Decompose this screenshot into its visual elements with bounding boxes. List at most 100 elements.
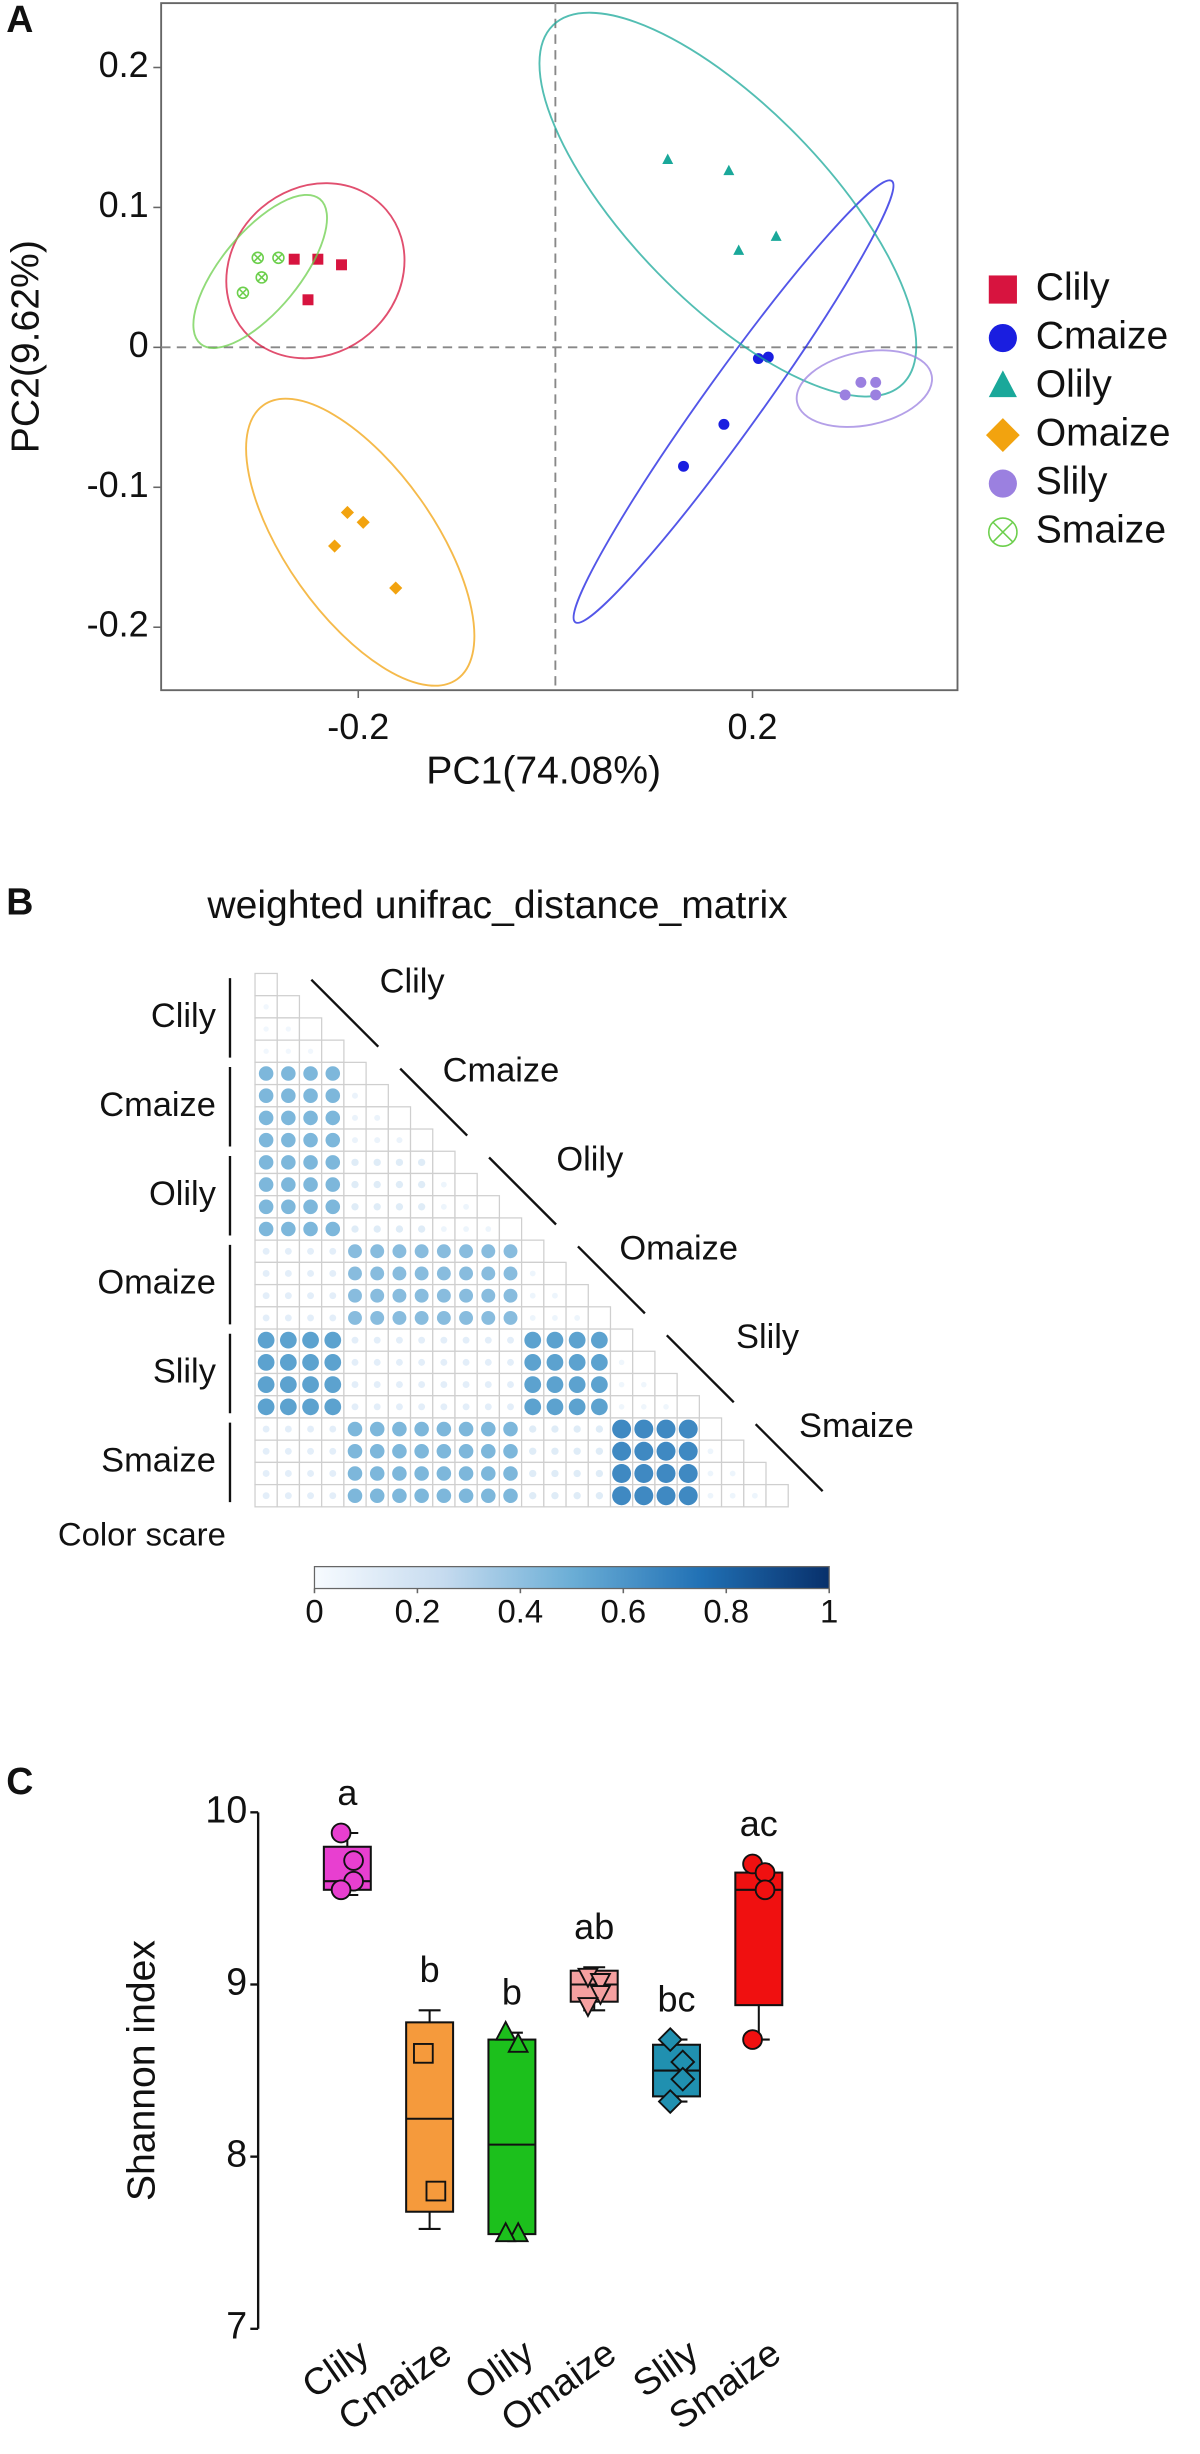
distance-dot bbox=[347, 1488, 363, 1503]
confidence-ellipse bbox=[192, 193, 328, 349]
panel-letter: A bbox=[6, 0, 33, 40]
distance-dot bbox=[302, 1331, 319, 1349]
distance-dot bbox=[414, 1288, 429, 1303]
matrix-cell bbox=[720, 1439, 745, 1464]
legend-label: Smaize bbox=[1036, 508, 1166, 551]
y-tick-label: 0 bbox=[129, 324, 149, 365]
distance-dot bbox=[348, 1244, 362, 1259]
distance-dot bbox=[258, 1221, 274, 1237]
legend-marker bbox=[985, 418, 1020, 452]
distance-dot bbox=[529, 1425, 537, 1433]
distance-dot bbox=[373, 1225, 381, 1233]
legend-label: Clily bbox=[1036, 266, 1110, 309]
point bbox=[657, 2088, 683, 2115]
distance-dot bbox=[546, 1331, 564, 1349]
distance-dot bbox=[414, 1488, 429, 1503]
distance-dot bbox=[678, 1419, 698, 1439]
distance-dot bbox=[440, 1203, 447, 1210]
distance-dot bbox=[396, 1137, 403, 1144]
distance-dot bbox=[612, 1419, 632, 1439]
distance-dot bbox=[707, 1492, 714, 1499]
distance-dot bbox=[392, 1488, 407, 1503]
distance-dot bbox=[440, 1226, 447, 1232]
row-label: Clily bbox=[151, 997, 217, 1035]
distance-dot bbox=[729, 1492, 736, 1499]
distance-dot bbox=[348, 1266, 362, 1281]
distance-dot bbox=[436, 1488, 452, 1503]
distance-dot bbox=[395, 1336, 403, 1344]
distance-dot bbox=[440, 1336, 448, 1344]
distance-dot bbox=[481, 1244, 496, 1259]
legend-label: Cmaize bbox=[1036, 314, 1169, 357]
point bbox=[356, 515, 370, 529]
distance-dot bbox=[458, 1466, 474, 1481]
point bbox=[302, 294, 314, 306]
distance-dot bbox=[551, 1469, 559, 1478]
distance-dot bbox=[529, 1469, 537, 1478]
point bbox=[742, 2029, 763, 2050]
distance-dot bbox=[302, 1354, 319, 1371]
legend-label: Omaize bbox=[1036, 411, 1171, 454]
distance-dot bbox=[641, 1381, 647, 1388]
distance-dot bbox=[529, 1492, 537, 1500]
point bbox=[288, 253, 300, 265]
distance-dot bbox=[656, 1464, 676, 1483]
distance-dot bbox=[370, 1310, 385, 1325]
distance-dot bbox=[573, 1469, 581, 1478]
point bbox=[389, 581, 403, 595]
point bbox=[413, 2043, 434, 2064]
distance-dot bbox=[546, 1376, 564, 1393]
point bbox=[494, 2221, 517, 2243]
point bbox=[855, 376, 867, 388]
diagonal-line bbox=[310, 978, 380, 1048]
distance-dot bbox=[281, 1199, 296, 1215]
matrix-cell bbox=[765, 1483, 789, 1508]
matrix-cell bbox=[454, 1172, 478, 1197]
distance-dot bbox=[595, 1447, 604, 1455]
distance-dot bbox=[373, 1381, 381, 1389]
significance-letter: bc bbox=[658, 1979, 696, 2020]
distance-dot bbox=[303, 1221, 318, 1237]
matrix-cell bbox=[698, 1417, 723, 1441]
distance-dot bbox=[417, 1225, 426, 1233]
y-tick-label: -0.1 bbox=[87, 464, 149, 505]
distance-dot bbox=[436, 1266, 451, 1281]
matrix-cell bbox=[632, 1350, 656, 1375]
y-axis-title: PC2(9.62%) bbox=[4, 240, 47, 453]
legend-marker bbox=[988, 275, 1017, 304]
distance-dot bbox=[369, 1421, 385, 1437]
distance-dot bbox=[481, 1266, 496, 1281]
distance-dot bbox=[351, 1381, 359, 1389]
distance-dot bbox=[612, 1486, 632, 1506]
column-label: Smaize bbox=[799, 1407, 914, 1445]
point bbox=[754, 1879, 776, 1901]
distance-dot bbox=[395, 1381, 403, 1389]
distance-dot bbox=[595, 1492, 604, 1500]
distance-dot bbox=[325, 1132, 341, 1148]
distance-dot bbox=[418, 1358, 426, 1366]
distance-dot bbox=[263, 1004, 269, 1010]
distance-dot bbox=[707, 1470, 714, 1477]
distance-dot bbox=[436, 1310, 451, 1325]
distance-dot bbox=[284, 1470, 292, 1477]
distance-dot bbox=[263, 1026, 269, 1032]
distance-dot bbox=[707, 1448, 714, 1455]
significance-letter: b bbox=[502, 1972, 522, 2013]
box bbox=[487, 2038, 537, 2236]
point bbox=[330, 1879, 352, 1901]
distance-dot bbox=[458, 1443, 474, 1459]
distance-dot bbox=[612, 1441, 632, 1461]
distance-dot bbox=[347, 1421, 363, 1437]
distance-dot bbox=[663, 1404, 669, 1410]
distance-dot bbox=[285, 1048, 292, 1054]
distance-dot bbox=[303, 1177, 318, 1192]
distance-dot bbox=[414, 1244, 429, 1259]
distance-dot bbox=[303, 1088, 318, 1103]
y-tick-label: 7 bbox=[226, 2305, 247, 2347]
point bbox=[340, 505, 354, 520]
distance-dot bbox=[414, 1266, 429, 1281]
distance-dot bbox=[351, 1336, 359, 1344]
distance-dot bbox=[459, 1266, 474, 1281]
column-label: Olily bbox=[556, 1140, 624, 1178]
distance-dot bbox=[262, 1425, 270, 1433]
